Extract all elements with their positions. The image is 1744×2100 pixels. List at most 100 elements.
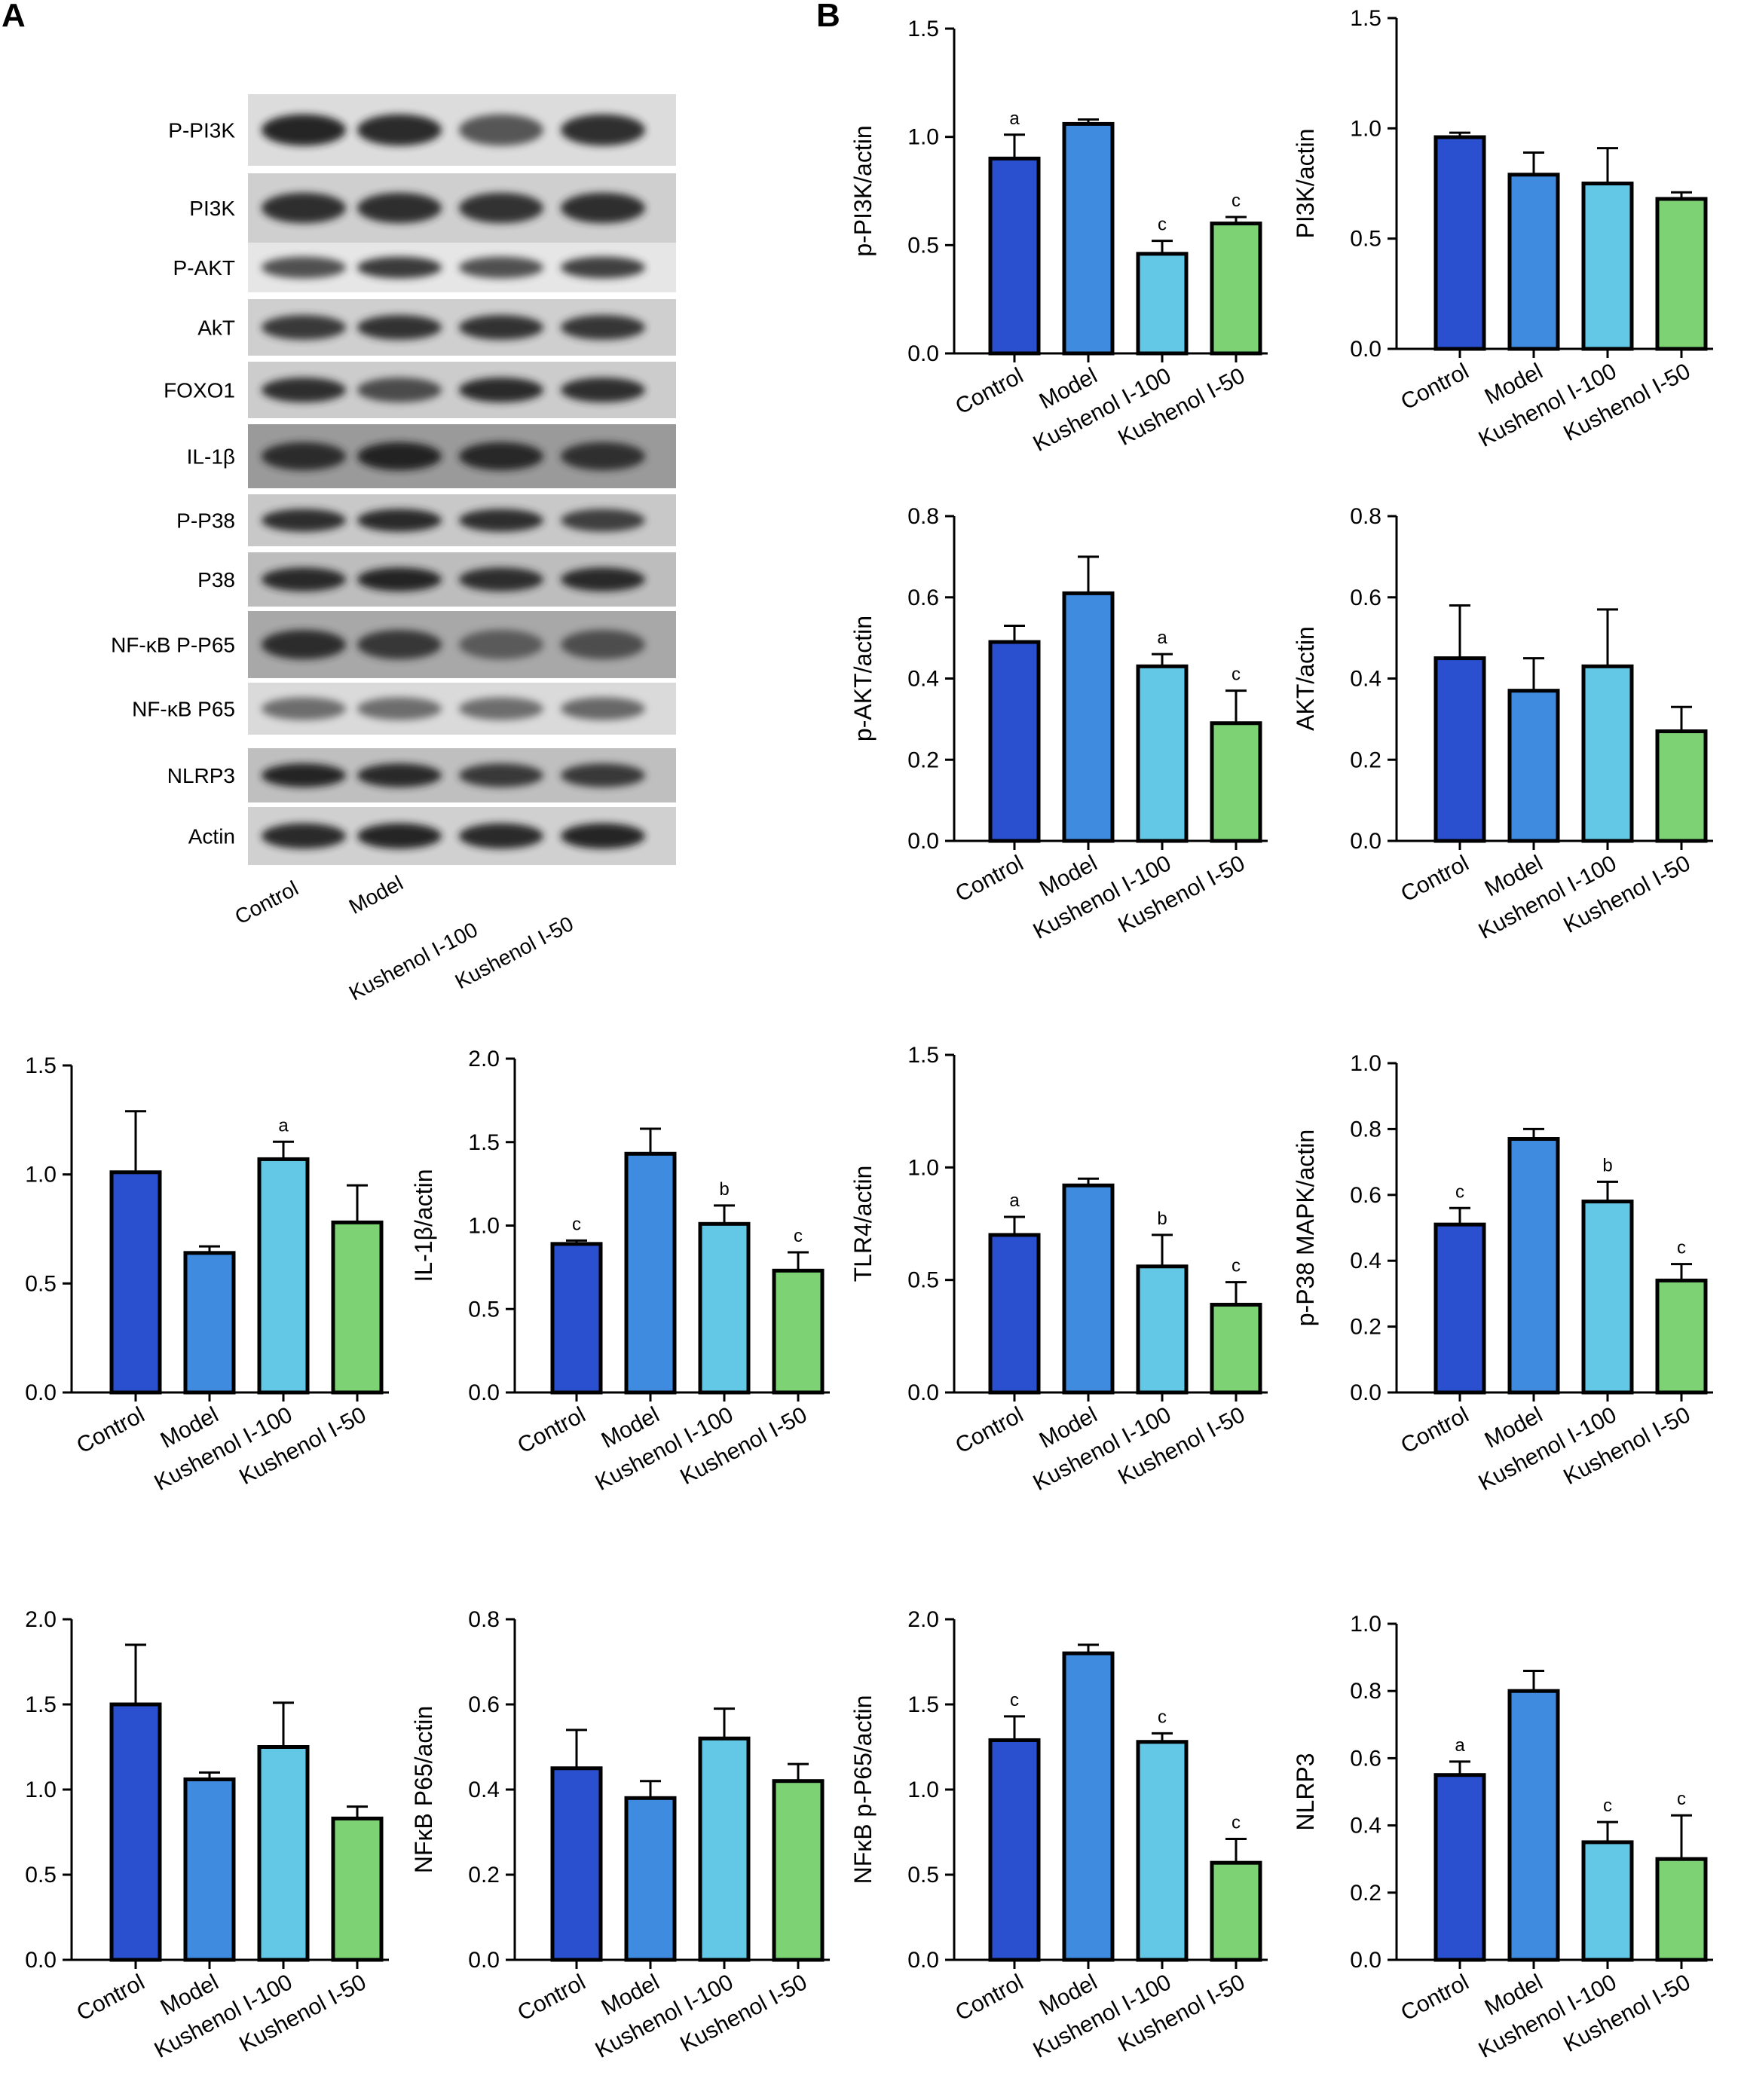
bar (1062, 591, 1115, 843)
blot-band (262, 823, 346, 849)
y-tick-label: 0.0 (907, 1948, 939, 1973)
y-tick-label: 0.6 (907, 585, 939, 610)
y-tick-label: 1.0 (468, 1214, 500, 1239)
x-tick-label: Control (72, 1402, 148, 1459)
blot-band (459, 763, 543, 787)
bar (109, 1702, 162, 1962)
bar (1507, 1689, 1560, 1962)
blot-row-label: Actin (188, 825, 235, 848)
significance-label: b (719, 1179, 729, 1200)
x-tick-label: Control (513, 1402, 589, 1459)
x-tick-label: Control (951, 363, 1027, 420)
y-tick-label: 0.0 (468, 1948, 500, 1973)
y-tick-label: 0.0 (1350, 1948, 1381, 1973)
bar (1136, 1740, 1189, 1962)
bar (1433, 656, 1486, 843)
significance-label: c (794, 1226, 803, 1246)
y-tick-label: 0.0 (25, 1380, 57, 1405)
y-tick-label: 0.0 (907, 829, 939, 854)
blot-band (459, 256, 543, 279)
blot-row-label: P-AKT (173, 256, 235, 280)
x-tick-label: Control (513, 1970, 589, 2026)
y-tick-label: 1.0 (25, 1778, 57, 1802)
y-tick-label: 0.0 (1350, 1380, 1381, 1405)
y-tick-label: 0.8 (468, 1607, 500, 1632)
blot-band (357, 315, 442, 340)
blot-band (561, 114, 645, 146)
blot-band (262, 378, 346, 402)
bar (624, 1796, 677, 1962)
blot-band (459, 114, 543, 146)
bar (257, 1745, 310, 1962)
y-tick-label: 0.2 (1350, 1881, 1381, 1906)
blot-band (357, 192, 442, 224)
blot-band (561, 697, 645, 720)
y-tick-label: 1.0 (907, 1155, 939, 1180)
y-tick-label: 0.0 (1350, 829, 1381, 854)
y-tick-label: 1.5 (25, 1053, 57, 1078)
blot-band (357, 697, 442, 720)
bar (183, 1251, 236, 1395)
x-tick-label: Kushenol I-50 (1559, 1402, 1694, 1490)
blot-band (357, 442, 442, 471)
y-tick-label: 0.5 (25, 1863, 57, 1888)
x-tick-label: Kushenol I-50 (676, 1970, 811, 2057)
y-axis-label: NFκB p-P65/actin (849, 1695, 877, 1884)
blot-band (561, 256, 645, 279)
x-tick-label: Control (951, 1402, 1027, 1459)
bar (1581, 1200, 1634, 1395)
x-tick-label: Kushenol I-50 (1114, 851, 1249, 938)
bar (1655, 197, 1708, 351)
significance-label: c (1232, 191, 1241, 211)
y-tick-label: 0.6 (468, 1692, 500, 1717)
y-tick-label: 0.5 (25, 1271, 57, 1296)
y-tick-label: 0.0 (25, 1948, 57, 1973)
significance-label: c (1232, 1256, 1241, 1276)
y-tick-label: 0.4 (1350, 667, 1381, 692)
blot-row-label: P-P38 (176, 509, 235, 533)
y-tick-label: 1.0 (907, 125, 939, 150)
blot-band (561, 442, 645, 471)
significance-label: a (278, 1115, 289, 1136)
bar (1136, 1264, 1189, 1395)
bar (1507, 173, 1560, 351)
y-tick-label: 1.5 (25, 1692, 57, 1717)
blot-band (357, 509, 442, 532)
bar (1136, 252, 1189, 356)
blot-lane-label: Model (345, 871, 407, 919)
y-tick-label: 0.8 (907, 504, 939, 529)
blot-band (262, 315, 346, 340)
blot-band (357, 823, 442, 849)
blot-band (561, 567, 645, 591)
blot-band (262, 567, 346, 591)
y-tick-label: 0.5 (907, 1863, 939, 1888)
bar (1210, 721, 1262, 843)
x-tick-label: Control (951, 851, 1027, 907)
blot-row-label: P38 (197, 568, 235, 591)
x-tick-label: Kushenol I-50 (235, 1402, 370, 1490)
bar (1581, 664, 1634, 843)
bar (1062, 1183, 1115, 1395)
bar (988, 640, 1041, 843)
bar (698, 1221, 751, 1395)
x-tick-label: Kushenol I-50 (1559, 1970, 1694, 2057)
blot-band (459, 192, 543, 224)
bar (1136, 664, 1189, 843)
y-tick-label: 0.8 (1350, 1679, 1381, 1704)
bar (1062, 1651, 1115, 1962)
y-axis-label: PI3K/actin (1292, 129, 1319, 239)
blot-band (459, 823, 543, 849)
y-tick-label: 2.0 (907, 1607, 939, 1632)
significance-label: c (1010, 1690, 1019, 1710)
significance-label: c (1455, 1181, 1464, 1202)
panel-label-b: B (816, 0, 840, 34)
bar (1210, 222, 1262, 356)
blot-band (459, 442, 543, 471)
